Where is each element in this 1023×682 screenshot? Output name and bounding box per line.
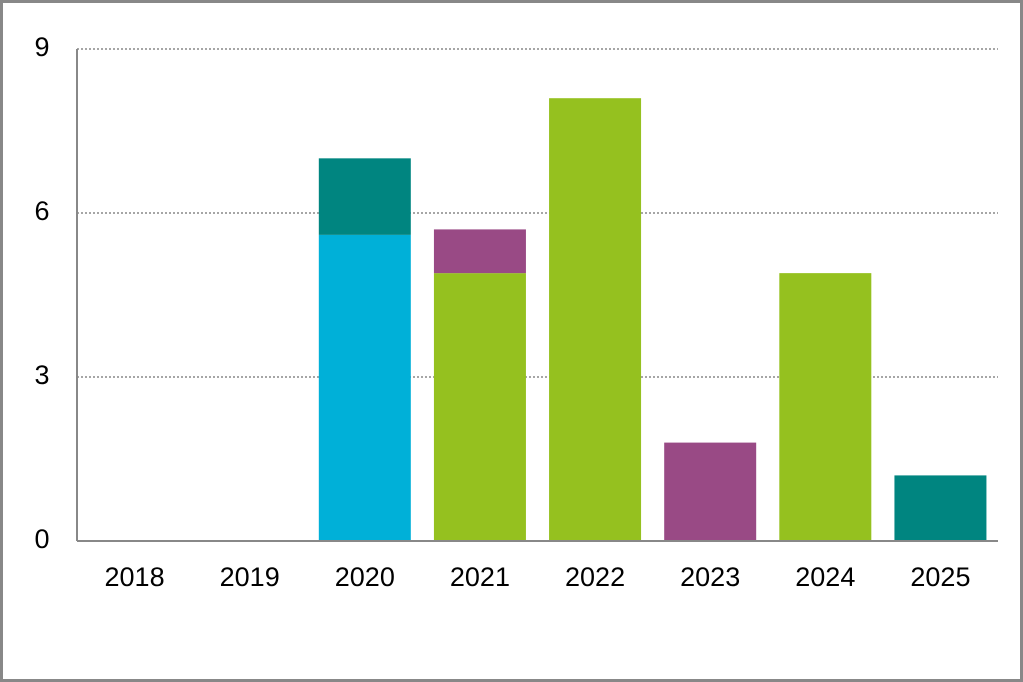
y-tick-label: 6 [34, 196, 49, 226]
x-tick-label: 2023 [680, 562, 740, 592]
bar-segment [318, 234, 411, 541]
y-tick-label: 3 [34, 360, 49, 390]
bar-segment [433, 229, 526, 274]
x-tick-label: 2022 [565, 562, 625, 592]
x-tick-label: 2018 [105, 562, 165, 592]
x-tick-label: 2024 [795, 562, 855, 592]
x-tick-label: 2019 [220, 562, 280, 592]
bar-segment [894, 475, 987, 541]
x-tick-label: 2020 [335, 562, 395, 592]
bar-segment [549, 98, 642, 541]
bar-segment [433, 273, 526, 541]
y-tick-label: 9 [34, 32, 49, 62]
bar-segment [779, 273, 872, 541]
y-tick-label: 0 [34, 524, 49, 554]
x-tick-label: 2025 [910, 562, 970, 592]
bar-segment [318, 158, 411, 235]
x-tick-label: 2021 [450, 562, 510, 592]
bar-segment [664, 442, 757, 541]
